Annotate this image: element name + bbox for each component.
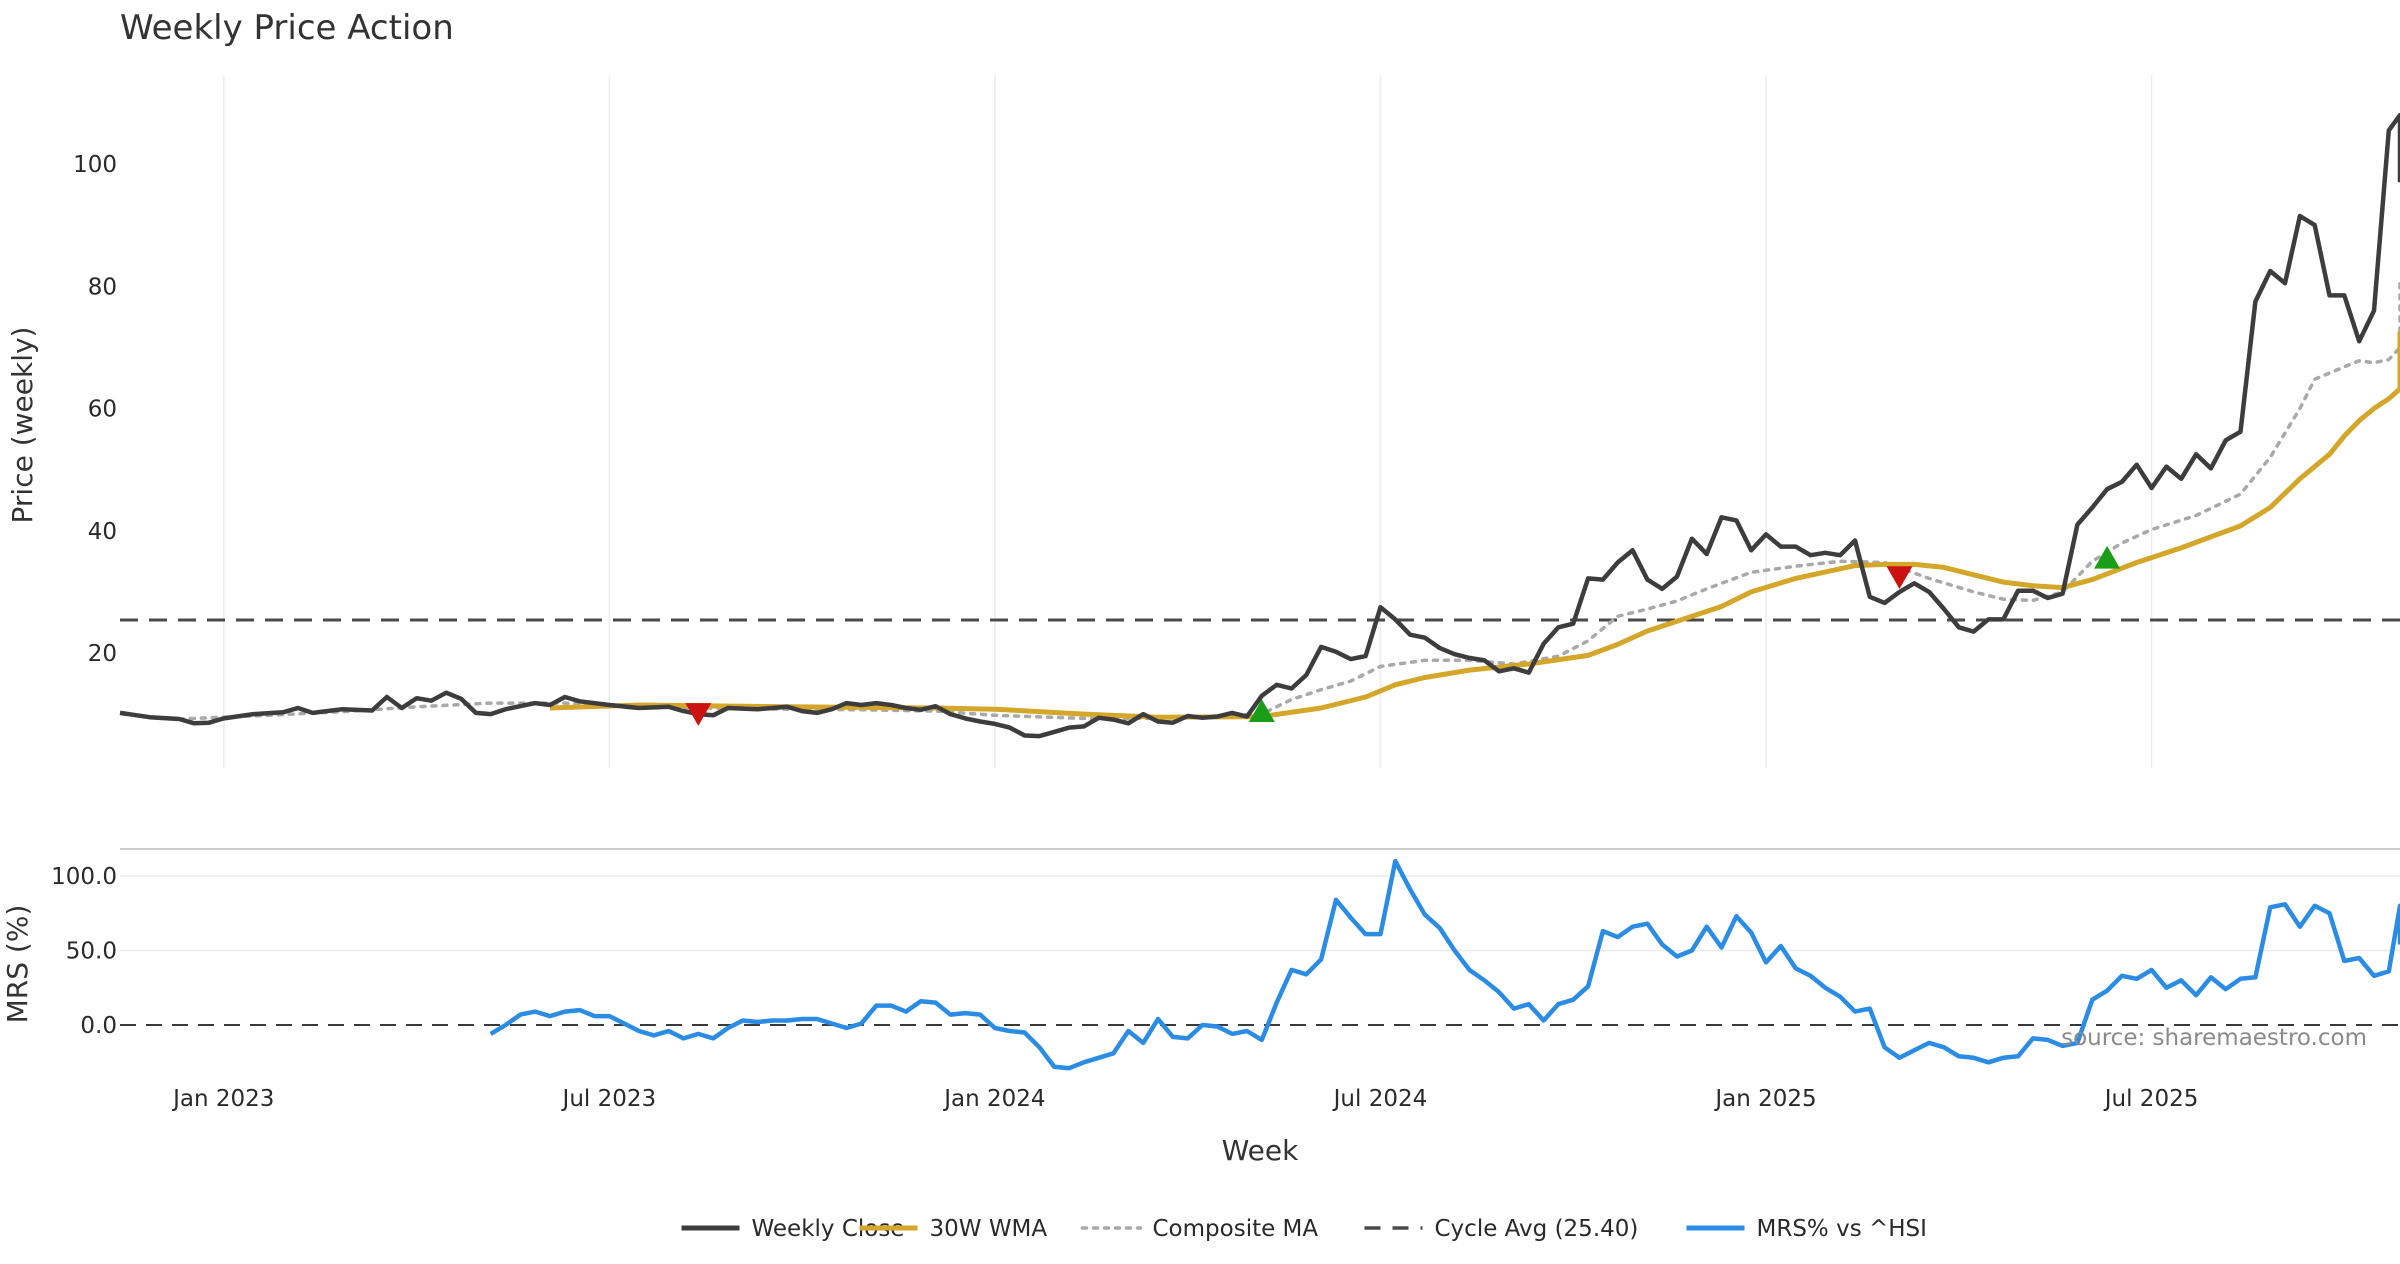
price-y-tick-label: 60 bbox=[88, 397, 117, 423]
x-tick-label: Jul 2023 bbox=[561, 1086, 657, 1112]
buy-signal-marker bbox=[1248, 699, 1275, 723]
price-y-ticks: 20 40 60 80 100 bbox=[73, 152, 117, 667]
legend-label: Cycle Avg (25.40) bbox=[1435, 1216, 1639, 1242]
series-mrs-vs-hsi bbox=[489, 858, 2400, 1071]
source-note: source: sharemaestro.com bbox=[2061, 1025, 2367, 1051]
chart-title: Weekly Price Action bbox=[120, 8, 454, 48]
series-weekly-close bbox=[119, 112, 2400, 739]
legend-entry: 30W WMA bbox=[859, 1216, 1048, 1242]
legend-label: MRS% vs ^HSI bbox=[1757, 1216, 1927, 1242]
price-panel-grid bbox=[223, 75, 2153, 768]
x-tick-label: Jul 2025 bbox=[2103, 1086, 2199, 1112]
sell-signal-marker bbox=[685, 703, 712, 726]
legend-label: Composite MA bbox=[1153, 1216, 1319, 1242]
x-tick-label: Jul 2024 bbox=[1332, 1086, 1428, 1112]
series-30w-wma bbox=[549, 331, 2400, 720]
mrs-y-tick-label: 100.0 bbox=[51, 864, 117, 890]
x-tick-label: Jan 2023 bbox=[171, 1086, 274, 1112]
mrs-y-ticks: 0.0 50.0 100.0 bbox=[51, 864, 117, 1039]
x-tick-label: Jan 2024 bbox=[942, 1086, 1045, 1112]
mrs-series-group bbox=[489, 858, 2400, 1071]
mrs-y-tick-label: 0.0 bbox=[80, 1013, 117, 1039]
price-y-tick-label: 80 bbox=[88, 274, 117, 300]
legend-entry: Cycle Avg (25.40) bbox=[1364, 1216, 1639, 1242]
legend: Weekly Close 30W WMA Composite MA Cycle Avg… bbox=[681, 1216, 1927, 1242]
price-y-tick-label: 100 bbox=[73, 152, 117, 178]
mrs-y-tick-label: 50.0 bbox=[66, 939, 117, 965]
buy-signal-marker bbox=[2094, 545, 2121, 569]
sell-signal-marker bbox=[1886, 566, 1913, 589]
price-y-axis-label: Price (weekly) bbox=[6, 327, 39, 524]
signal-markers bbox=[685, 545, 2121, 726]
legend-entry: Composite MA bbox=[1080, 1216, 1319, 1242]
x-ticks: Jan 2023 Jul 2023 Jan 2024 Jul 2024 Jan 2025… bbox=[171, 1086, 2198, 1112]
mrs-y-axis-label: MRS (%) bbox=[1, 905, 34, 1024]
series-composite-ma bbox=[177, 281, 2400, 721]
x-axis-label: Week bbox=[1222, 1134, 1299, 1167]
legend-entry: MRS% vs ^HSI bbox=[1686, 1216, 1927, 1242]
x-tick-label: Jan 2025 bbox=[1713, 1086, 1816, 1112]
price-series-group bbox=[119, 112, 2400, 739]
mrs-panel-grid bbox=[120, 875, 2400, 1026]
price-y-tick-label: 20 bbox=[88, 641, 117, 667]
price-y-tick-label: 40 bbox=[88, 519, 117, 545]
legend-label: 30W WMA bbox=[930, 1216, 1048, 1242]
